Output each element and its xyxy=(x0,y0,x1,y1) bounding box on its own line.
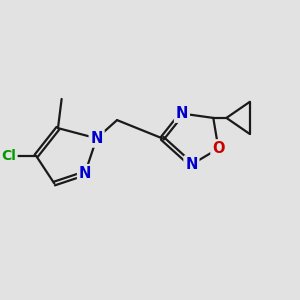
Text: N: N xyxy=(79,166,91,181)
Text: N: N xyxy=(90,131,103,146)
Text: N: N xyxy=(176,106,188,121)
Text: Cl: Cl xyxy=(1,149,16,163)
Text: O: O xyxy=(212,141,225,156)
Text: N: N xyxy=(185,157,198,172)
